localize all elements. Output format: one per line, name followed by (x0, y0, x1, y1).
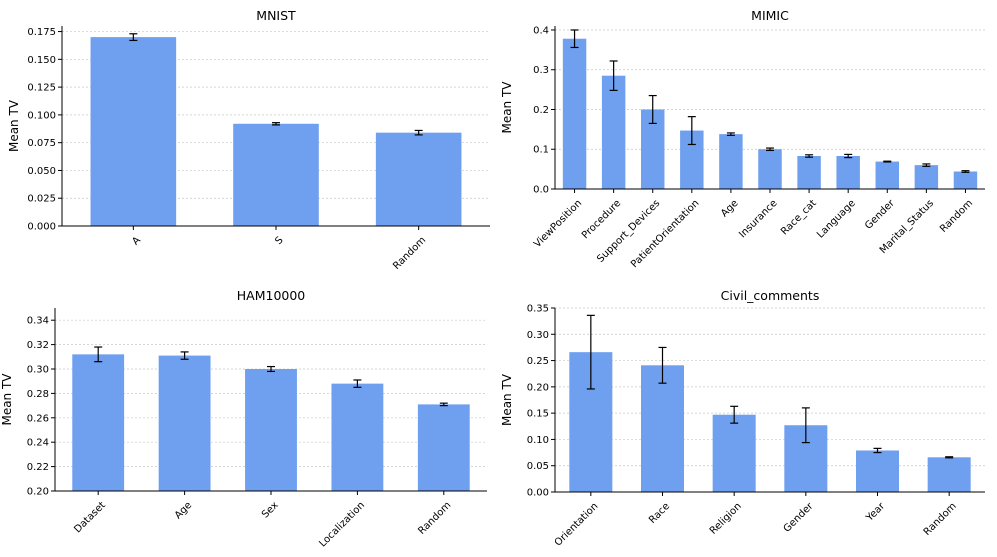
chart-ham: 0.20 0.22 0.24 0.26 0.28 0.30 0.32 0.34 Dataset A… (0, 288, 487, 550)
y-tick-label: 0.20 (527, 382, 549, 393)
bar-a (90, 37, 177, 226)
x-tick-label: Random (938, 198, 975, 235)
y-tick-label: 0.26 (27, 413, 49, 424)
bar-language (836, 156, 860, 189)
chart-title: MIMIC (751, 8, 789, 23)
chart-title: Civil_comments (721, 288, 820, 303)
x-tick-label: Religion (708, 501, 744, 537)
bar-insurance (758, 149, 782, 189)
x-tick-label: Age (719, 198, 740, 219)
chart-mimic: 0.00.10.20.30.4ViewPositionProcedureSupp… (500, 8, 985, 270)
x-tick-label: Race_cat (779, 198, 819, 238)
x-tick-label: Year (864, 500, 888, 524)
x-tick-label: Orientation (553, 501, 601, 549)
bar-religion (712, 414, 756, 492)
chart-title: HAM10000 (237, 288, 306, 303)
x-tick-label: Age (173, 500, 194, 521)
y-tick-label: 0.20 (27, 487, 49, 498)
y-tick-label: 0.125 (27, 83, 56, 94)
y-axis-label: Mean TV (500, 373, 514, 426)
bar-s (233, 123, 319, 226)
y-tick-label: 0.30 (527, 330, 549, 341)
y-tick-label: 0.32 (27, 340, 49, 351)
y-tick-label: 0.4 (533, 25, 549, 36)
bar-sex (245, 369, 297, 491)
y-tick-label: 0.000 (27, 222, 56, 233)
bar-marital-status (914, 165, 939, 189)
y-axis-label: Mean TV (500, 81, 514, 134)
chart-title: MNIST (256, 8, 296, 23)
bar-procedure (601, 75, 626, 189)
x-tick-label: Dataset (72, 500, 108, 536)
bar-viewposition (562, 38, 587, 189)
y-tick-label: 0.050 (27, 166, 56, 177)
x-tick-label: Insurance (737, 198, 779, 240)
bar-gender (875, 161, 899, 189)
x-tick-label: PatientOrientation (629, 198, 701, 270)
y-tick-label: 0.25 (527, 356, 549, 367)
x-tick-label: Random (391, 235, 428, 272)
x-tick-label: Random (416, 500, 453, 537)
x-tick-label: A (130, 235, 143, 248)
bar-random (417, 404, 470, 491)
bar-age (719, 134, 743, 189)
y-tick-label: 0.35 (527, 304, 549, 315)
bar-age (158, 355, 211, 491)
y-tick-label: 0.10 (527, 435, 549, 446)
y-tick-label: 0.30 (27, 365, 49, 376)
x-tick-label: Localization (317, 500, 367, 550)
bar-random (953, 171, 978, 189)
y-tick-label: 0.34 (27, 316, 49, 327)
bar-race-cat (797, 156, 821, 189)
x-tick-label: Gender (863, 197, 897, 231)
y-tick-label: 0.150 (27, 55, 56, 66)
y-tick-label: 0.0 (533, 185, 549, 196)
y-tick-label: 0.175 (27, 27, 56, 38)
x-tick-label: ViewPosition (532, 198, 584, 250)
x-tick-label: Random (922, 501, 959, 538)
y-tick-label: 0.3 (533, 65, 549, 76)
bar-localization (331, 383, 384, 491)
y-tick-label: 0.00 (527, 488, 549, 499)
y-tick-label: 0.025 (27, 194, 56, 205)
bar-race (641, 365, 684, 492)
x-tick-label: Gender (782, 500, 816, 534)
bar-support-devices (641, 109, 665, 189)
chart-mnist: 0.000 0.025 0.050 0.075 0.100 0.125 0.150 0.175… (7, 8, 490, 272)
bar-random (927, 457, 971, 492)
bar-dataset (72, 354, 125, 491)
y-tick-label: 0.2 (533, 105, 549, 116)
y-tick-label: 0.075 (27, 138, 56, 149)
y-tick-label: 0.15 (527, 409, 549, 420)
y-tick-label: 0.1 (533, 145, 549, 156)
bar-year (856, 450, 899, 492)
y-axis-label: Mean TV (7, 99, 21, 152)
x-tick-label: Language (815, 198, 858, 241)
y-tick-label: 0.22 (27, 462, 49, 473)
bar-random (375, 132, 462, 226)
y-tick-label: 0.28 (27, 389, 49, 400)
x-tick-label: Race (647, 501, 672, 526)
y-tick-label: 0.100 (27, 110, 56, 121)
y-tick-label: 0.24 (27, 438, 49, 449)
x-tick-label: S (273, 235, 285, 247)
bar-patientorientation (680, 130, 704, 189)
y-axis-label: Mean TV (0, 373, 14, 426)
y-tick-label: 0.05 (527, 461, 549, 472)
chart-civil: 0.00 0.05 0.10 0.15 0.20 0.25 0.30 0.35 Orientat… (500, 288, 985, 549)
x-tick-label: Sex (260, 500, 281, 521)
